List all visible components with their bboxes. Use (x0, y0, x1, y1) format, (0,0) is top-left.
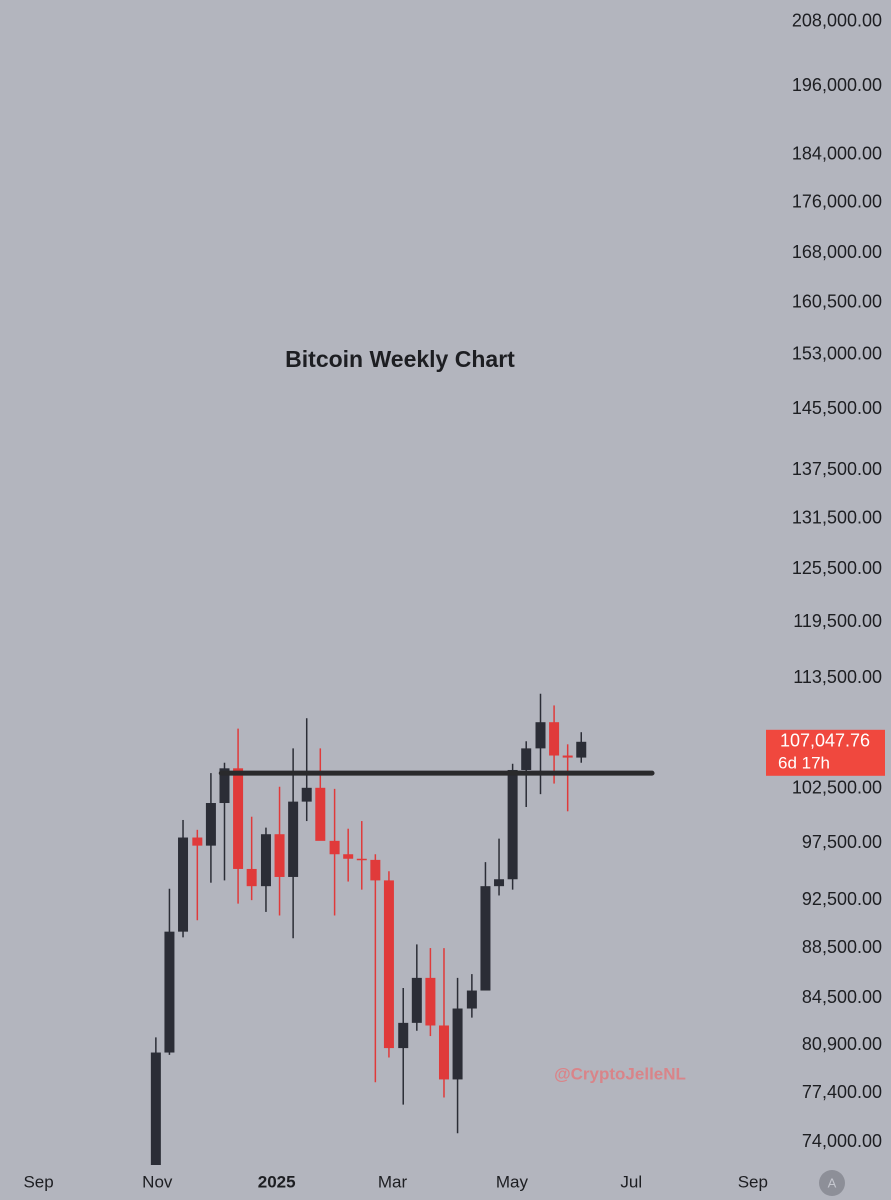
y-tick-label: 168,000.00 (792, 242, 882, 262)
y-tick-label: 176,000.00 (792, 192, 882, 212)
candle-body (260, 834, 271, 887)
candle-body (150, 1052, 161, 1165)
y-tick-label: 119,500.00 (793, 611, 882, 631)
x-tick-label: Sep (738, 1172, 768, 1191)
y-tick-label: 92,500.00 (802, 889, 882, 909)
auto-scale-icon[interactable]: A (828, 1175, 837, 1190)
y-tick-label: 184,000.00 (792, 143, 882, 163)
plot-area (150, 693, 655, 1165)
candle-body (356, 858, 367, 861)
watermark: @CryptoJelleNL (554, 1064, 686, 1083)
candle-body (494, 879, 505, 887)
candle-body (549, 722, 560, 756)
candle-body (521, 748, 532, 770)
candle-body (425, 977, 436, 1026)
y-tick-label: 160,500.00 (792, 291, 882, 311)
candle-body (343, 854, 354, 859)
chart-title: Bitcoin Weekly Chart (285, 346, 515, 372)
candle-body (576, 741, 587, 758)
candle-body (370, 859, 381, 881)
price-label: 107,047.76 (780, 731, 870, 751)
y-tick-label: 74,000.00 (802, 1131, 882, 1151)
candle-body (452, 1008, 463, 1080)
x-tick-label: 2025 (258, 1172, 296, 1191)
y-tick-label: 80,900.00 (802, 1034, 882, 1054)
y-tick-label: 77,400.00 (802, 1082, 882, 1102)
x-tick-label: Nov (142, 1172, 173, 1191)
candle-body (480, 886, 491, 991)
y-tick-label: 153,000.00 (792, 343, 882, 363)
y-tick-label: 113,500.00 (793, 667, 882, 687)
y-tick-label: 145,500.00 (792, 398, 882, 418)
candle-body (383, 880, 394, 1049)
candle-body (535, 722, 546, 749)
y-tick-label: 102,500.00 (792, 778, 882, 798)
candle-body (288, 801, 299, 877)
y-tick-label: 97,500.00 (802, 832, 882, 852)
candle-body (205, 803, 216, 846)
candle-body (192, 837, 203, 846)
countdown-label: 6d 17h (778, 753, 830, 772)
candle-body (411, 977, 422, 1023)
candle-body (164, 931, 175, 1053)
candle-body (219, 768, 230, 804)
x-tick-label: Jul (620, 1172, 642, 1191)
candle-body (233, 768, 244, 869)
candle-body (562, 755, 573, 758)
candle-body (398, 1022, 409, 1049)
y-tick-label: 131,500.00 (792, 508, 882, 528)
price-label-box (766, 729, 885, 776)
y-tick-label: 125,500.00 (792, 558, 882, 578)
y-tick-label: 208,000.00 (792, 10, 882, 30)
x-tick-label: May (496, 1172, 529, 1191)
y-tick-label: 137,500.00 (792, 459, 882, 479)
y-tick-label: 84,500.00 (802, 987, 882, 1007)
candle-body (466, 990, 477, 1009)
candle-body (507, 769, 518, 880)
y-tick-label: 196,000.00 (792, 75, 882, 95)
candle-body (274, 834, 285, 877)
auto-scale-button[interactable] (819, 1170, 845, 1196)
candle-body (246, 868, 257, 887)
candle-body (315, 787, 326, 841)
candle-body (329, 840, 340, 855)
candle-body (301, 787, 312, 802)
candle-body (438, 1025, 449, 1080)
x-tick-label: Sep (23, 1172, 53, 1191)
y-tick-label: 88,500.00 (802, 937, 882, 957)
candle-body (178, 837, 189, 932)
x-tick-label: Mar (378, 1172, 408, 1191)
